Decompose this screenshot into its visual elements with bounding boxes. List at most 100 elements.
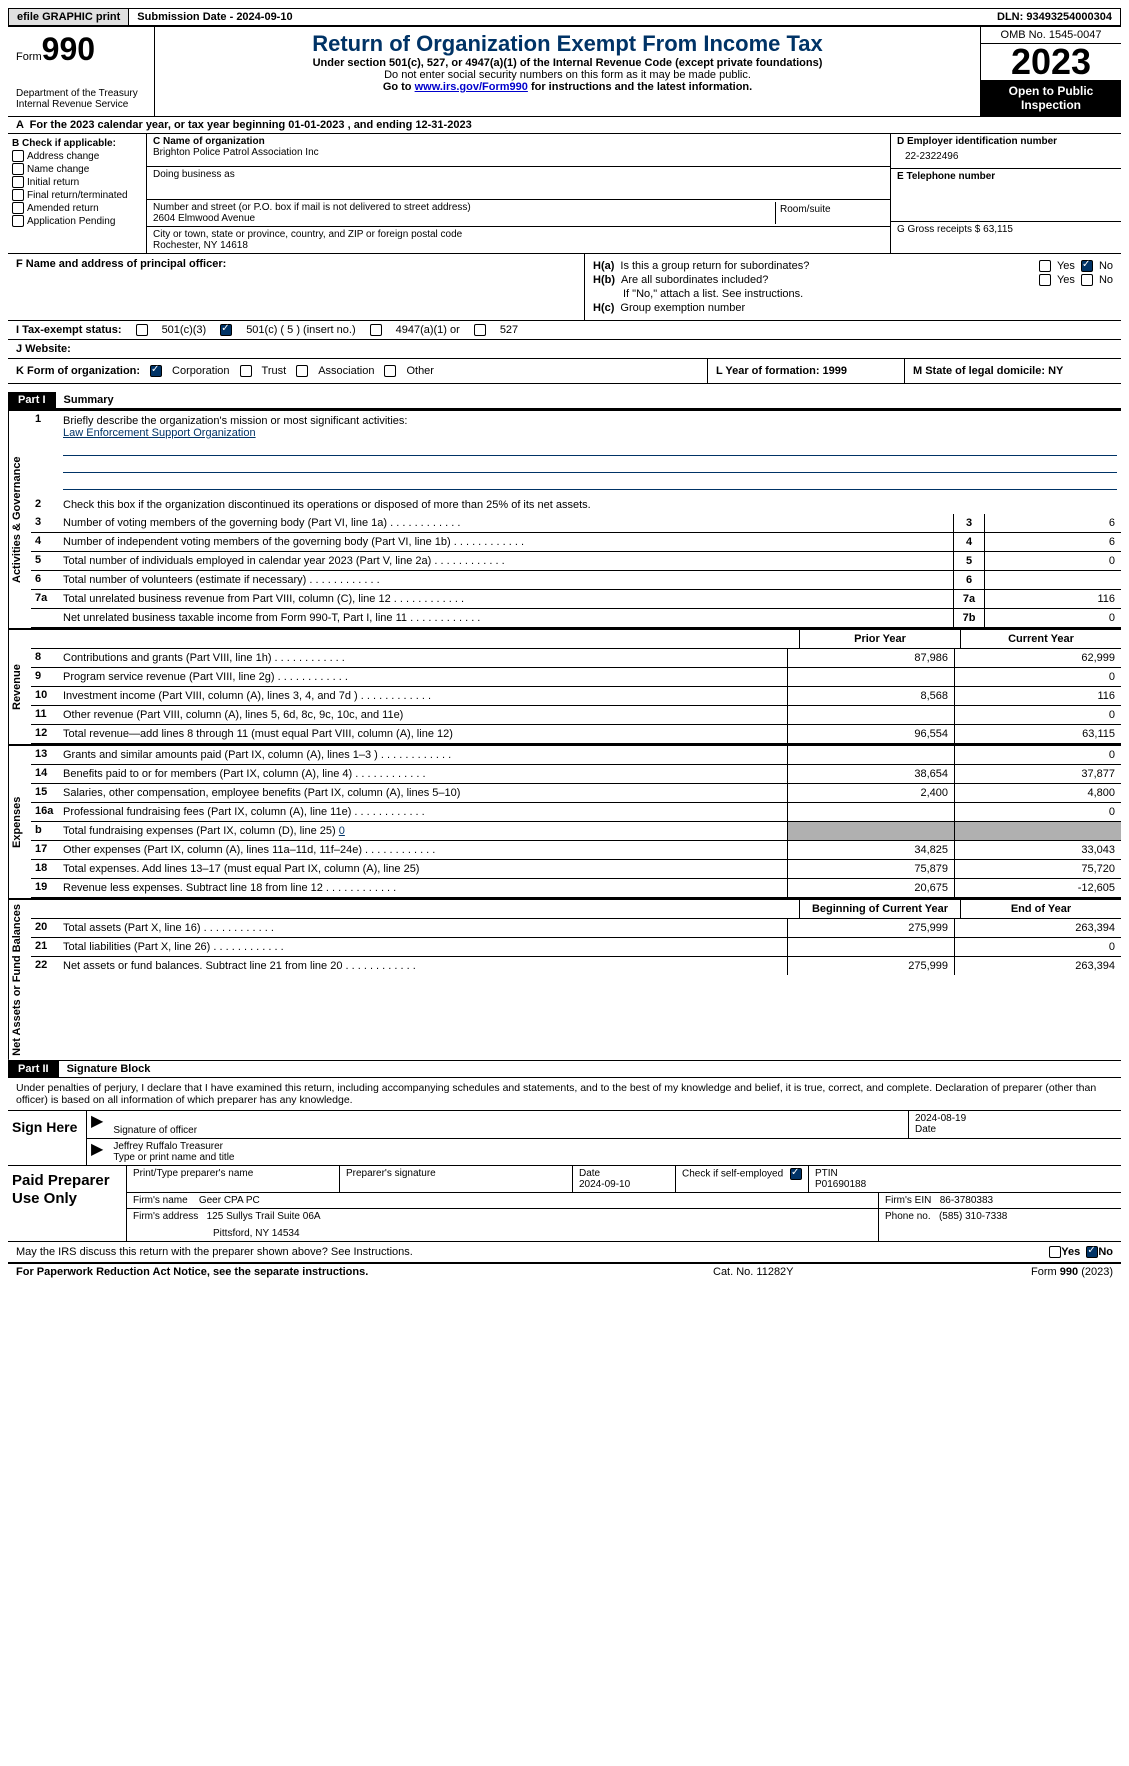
city-value: Rochester, NY 14618 <box>153 240 884 251</box>
ha-yes-checkbox[interactable] <box>1039 260 1051 272</box>
paid-preparer-label: Paid Preparer Use Only <box>8 1166 127 1241</box>
form-subtitle: Under section 501(c), 527, or 4947(a)(1)… <box>163 57 972 69</box>
city-label: City or town, state or province, country… <box>153 229 884 240</box>
beginning-year-header: Beginning of Current Year <box>799 900 960 918</box>
checkbox-address-change[interactable] <box>12 150 24 162</box>
checkbox-amended[interactable] <box>12 202 24 214</box>
submission-date: Submission Date - 2024-09-10 <box>129 9 300 25</box>
cb-association[interactable] <box>296 365 308 377</box>
checkbox-app-pending[interactable] <box>12 215 24 227</box>
discuss-text: May the IRS discuss this return with the… <box>16 1246 413 1258</box>
hb-note: If "No," attach a list. See instructions… <box>593 288 1113 300</box>
line-a-tax-year: A For the 2023 calendar year, or tax yea… <box>8 116 1121 134</box>
org-name-label: C Name of organization <box>153 136 884 147</box>
website-label: J Website: <box>16 343 71 355</box>
prep-name-label: Print/Type preparer's name <box>127 1166 340 1192</box>
firm-ein-value: 86-3780383 <box>940 1195 993 1206</box>
page-footer: For Paperwork Reduction Act Notice, see … <box>8 1264 1121 1280</box>
l7a-value: 116 <box>985 590 1121 608</box>
section-k-label: K Form of organization: <box>16 365 140 377</box>
cb-527[interactable] <box>474 324 486 336</box>
arrow-icon: ▶ <box>87 1111 107 1138</box>
irs-link[interactable]: www.irs.gov/Form990 <box>415 81 528 93</box>
section-j: J Website: <box>8 340 1121 359</box>
firm-name-value: Geer CPA PC <box>199 1195 260 1206</box>
side-label-net-assets: Net Assets or Fund Balances <box>8 900 31 1060</box>
side-label-governance: Activities & Governance <box>8 411 31 628</box>
l4-value: 6 <box>985 533 1121 551</box>
section-fh: F Name and address of principal officer:… <box>8 254 1121 321</box>
discuss-yes-checkbox[interactable] <box>1049 1246 1061 1258</box>
open-inspection: Open to Public Inspection <box>981 80 1121 116</box>
form-title: Return of Organization Exempt From Incom… <box>163 31 972 57</box>
discuss-no-checkbox[interactable] <box>1086 1246 1098 1258</box>
hc-label: H(c) <box>593 302 614 314</box>
ha-label: H(a) <box>593 260 614 272</box>
section-klm: K Form of organization: Corporation Trus… <box>8 359 1121 384</box>
l1-mission: Law Enforcement Support Organization <box>63 427 1117 439</box>
address-value: 2604 Elmwood Avenue <box>153 213 775 224</box>
part1-badge: Part I <box>8 392 56 408</box>
arrow-icon: ▶ <box>87 1139 107 1165</box>
efile-print-button[interactable]: efile GRAPHIC print <box>9 9 129 25</box>
cb-self-employed[interactable] <box>790 1168 802 1180</box>
cb-corporation[interactable] <box>150 365 162 377</box>
hb-text: Are all subordinates included? <box>621 274 1033 286</box>
summary-expenses: Expenses 13Grants and similar amounts pa… <box>8 744 1121 898</box>
firm-ein-label: Firm's EIN <box>885 1195 931 1206</box>
firm-addr1: 125 Sullys Trail Suite 06A <box>207 1211 321 1222</box>
phone-label: Phone no. <box>885 1211 931 1222</box>
l7b-value: 0 <box>985 609 1121 627</box>
part2-badge: Part II <box>8 1061 59 1077</box>
org-name: Brighton Police Patrol Association Inc <box>153 147 884 158</box>
part1-header-row: Part I Summary <box>8 392 1121 409</box>
checkbox-name-change[interactable] <box>12 163 24 175</box>
cb-501c3[interactable] <box>136 324 148 336</box>
phone-value: (585) 310-7338 <box>939 1211 1007 1222</box>
side-label-revenue: Revenue <box>8 630 31 744</box>
perjury-statement: Under penalties of perjury, I declare th… <box>8 1078 1121 1111</box>
part2-header-row: Part II Signature Block <box>8 1061 1121 1078</box>
ein-label: D Employer identification number <box>897 136 1115 147</box>
goto-pre: Go to <box>383 81 415 93</box>
self-employed-label: Check if self-employed <box>682 1168 783 1179</box>
checkbox-final-return[interactable] <box>12 189 24 201</box>
tax-year: 2023 <box>981 44 1121 80</box>
firm-name-label: Firm's name <box>133 1195 188 1206</box>
part2-title: Signature Block <box>59 1063 151 1075</box>
telephone-label: E Telephone number <box>897 171 1115 182</box>
officer-name-value: Jeffrey Ruffalo Treasurer <box>113 1141 1115 1152</box>
l2-text: Check this box if the organization disco… <box>63 499 591 511</box>
cb-501c[interactable] <box>220 324 232 336</box>
form-word: Form <box>16 51 42 63</box>
cb-trust[interactable] <box>240 365 252 377</box>
hb-yes-checkbox[interactable] <box>1039 274 1051 286</box>
hb-no-checkbox[interactable] <box>1081 274 1093 286</box>
section-f-label: F Name and address of principal officer: <box>16 258 226 270</box>
l6-value <box>985 571 1121 589</box>
cb-4947[interactable] <box>370 324 382 336</box>
ssn-warning: Do not enter social security numbers on … <box>163 69 972 81</box>
goto-post: for instructions and the latest informat… <box>528 81 752 93</box>
sign-date-label: Date <box>915 1124 1115 1135</box>
cat-no: Cat. No. 11282Y <box>713 1266 913 1278</box>
l5-value: 0 <box>985 552 1121 570</box>
firm-addr2: Pittsford, NY 14534 <box>133 1222 872 1239</box>
checkbox-initial-return[interactable] <box>12 176 24 188</box>
part1-title: Summary <box>56 394 114 406</box>
current-year-header: Current Year <box>960 630 1121 648</box>
dba-label: Doing business as <box>153 169 884 180</box>
address-label: Number and street (or P.O. box if mail i… <box>153 202 775 213</box>
ha-text: Is this a group return for subordinates? <box>620 260 1033 272</box>
side-label-expenses: Expenses <box>8 746 31 898</box>
ha-no-checkbox[interactable] <box>1081 260 1093 272</box>
sign-here-block: Sign Here ▶ Signature of officer 2024-08… <box>8 1111 1121 1166</box>
section-i: I Tax-exempt status: 501(c)(3) 501(c) ( … <box>8 321 1121 340</box>
cb-other[interactable] <box>384 365 396 377</box>
ein-value: 22-2322496 <box>897 147 1115 166</box>
form-header: Form990 Department of the Treasury Inter… <box>8 26 1121 116</box>
prep-date-label: Date <box>579 1168 669 1179</box>
ptin-label: PTIN <box>815 1168 1115 1179</box>
prep-sig-label: Preparer's signature <box>340 1166 573 1192</box>
summary-governance: Activities & Governance 1 Briefly descri… <box>8 409 1121 628</box>
